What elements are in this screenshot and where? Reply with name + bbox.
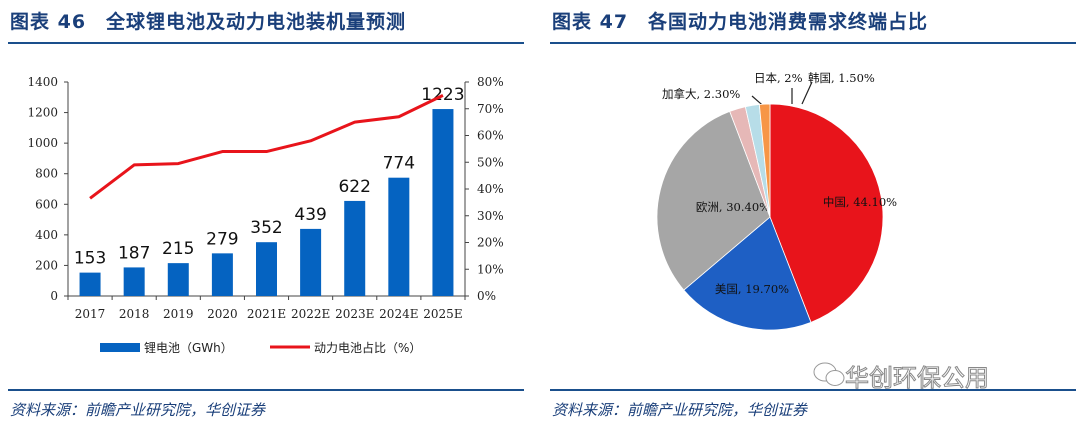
- bar: [211, 253, 233, 296]
- left-tick-label: 400: [35, 228, 58, 242]
- left-tick-label: 1000: [27, 136, 58, 150]
- left-tick-label: 200: [35, 258, 58, 272]
- pie-slice-label: 加拿大, 2.30%: [662, 87, 740, 101]
- wechat-icon-bubble: [825, 370, 845, 386]
- bar: [167, 263, 189, 296]
- right-figure-title: 图表 47 各国动力电池消费需求终端占比: [552, 11, 929, 33]
- bar-value-label: 774: [383, 154, 415, 174]
- pie-slice: [656, 110, 771, 291]
- bar-value-label: 187: [118, 243, 150, 263]
- right-tick-label: 10%: [477, 262, 504, 276]
- bar: [300, 228, 322, 296]
- x-tick-label: 2024E: [379, 307, 418, 321]
- left-tick-label: 1400: [27, 75, 58, 89]
- bar-value-label: 439: [294, 205, 326, 225]
- legend-label-line: 动力电池占比（%）: [314, 340, 421, 355]
- x-tick-label: 2022E: [291, 307, 330, 321]
- bar: [388, 177, 410, 296]
- x-tick-label: 2019: [163, 307, 194, 321]
- pie-leader-line: [801, 81, 813, 105]
- right-tick-label: 0%: [477, 289, 496, 303]
- legend-label-bar: 锂电池（GWh）: [144, 340, 233, 355]
- left-tick-label: 0: [50, 289, 58, 303]
- x-tick-label: 2017: [75, 307, 106, 321]
- bar-value-label: 215: [162, 239, 194, 259]
- left-figure-title: 图表 46 全球锂电池及动力电池装机量预测: [10, 11, 407, 33]
- bar-value-label: 622: [338, 177, 370, 197]
- x-tick-label: 2018: [119, 307, 150, 321]
- bar: [79, 272, 101, 296]
- pie-slice: [683, 216, 812, 331]
- bar-value-label: 352: [250, 218, 282, 238]
- left-tick-label: 600: [35, 197, 58, 211]
- x-tick-label: 2020: [207, 307, 238, 321]
- pie-slice-label: 韩国, 1.50%: [808, 71, 875, 85]
- left-title-rule: [8, 42, 524, 44]
- right-source: 资料来源：前瞻产业研究院，华创证券: [552, 401, 808, 419]
- right-tick-label: 50%: [477, 155, 504, 169]
- bar: [344, 200, 366, 296]
- right-tick-label: 20%: [477, 236, 504, 250]
- right-tick-label: 80%: [477, 75, 504, 89]
- bar: [123, 267, 145, 296]
- left-tick-label: 800: [35, 167, 58, 181]
- watermark: 华创环保公用: [845, 364, 990, 393]
- right-title-rule: [550, 42, 1076, 44]
- x-tick-label: 2023E: [335, 307, 374, 321]
- pie-slice: [769, 103, 884, 323]
- left-tick-label: 1200: [27, 106, 58, 120]
- bar-value-label: 279: [206, 229, 238, 249]
- pie-slice-label: 中国, 44.10%: [823, 195, 897, 209]
- right-source-rule: [550, 389, 1076, 391]
- x-tick-label: 2021E: [247, 307, 286, 321]
- right-tick-label: 70%: [477, 102, 504, 116]
- legend-swatch-bar: [100, 343, 140, 352]
- pie-slice: [758, 103, 771, 218]
- pie-slice-label: 欧洲, 30.40%: [696, 200, 770, 214]
- share-line: [89, 94, 444, 200]
- bar: [256, 242, 277, 296]
- bar-value-label: 153: [74, 249, 106, 269]
- pie-slice-label: 日本, 2%: [754, 71, 803, 85]
- left-source: 资料来源：前瞻产业研究院，华创证券: [10, 401, 266, 419]
- bar: [432, 109, 454, 296]
- right-tick-label: 40%: [477, 182, 504, 196]
- left-source-rule: [8, 389, 524, 391]
- right-tick-label: 60%: [477, 129, 504, 143]
- right-tick-label: 30%: [477, 209, 504, 223]
- pie-slice-label: 美国, 19.70%: [715, 282, 789, 296]
- x-tick-label: 2025E: [423, 307, 462, 321]
